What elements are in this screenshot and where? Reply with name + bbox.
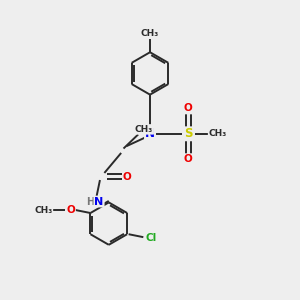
Text: CH₃: CH₃ [141, 28, 159, 38]
Text: S: S [184, 127, 193, 140]
Text: CH₃: CH₃ [135, 125, 153, 134]
Text: Cl: Cl [146, 233, 157, 243]
Text: N: N [145, 127, 155, 140]
Text: O: O [123, 172, 132, 182]
Text: CH₃: CH₃ [34, 206, 52, 214]
Text: H: H [86, 196, 94, 206]
Text: N: N [94, 196, 104, 206]
Text: O: O [184, 103, 193, 113]
Text: O: O [66, 205, 75, 215]
Text: O: O [184, 154, 193, 164]
Text: CH₃: CH₃ [208, 129, 227, 138]
